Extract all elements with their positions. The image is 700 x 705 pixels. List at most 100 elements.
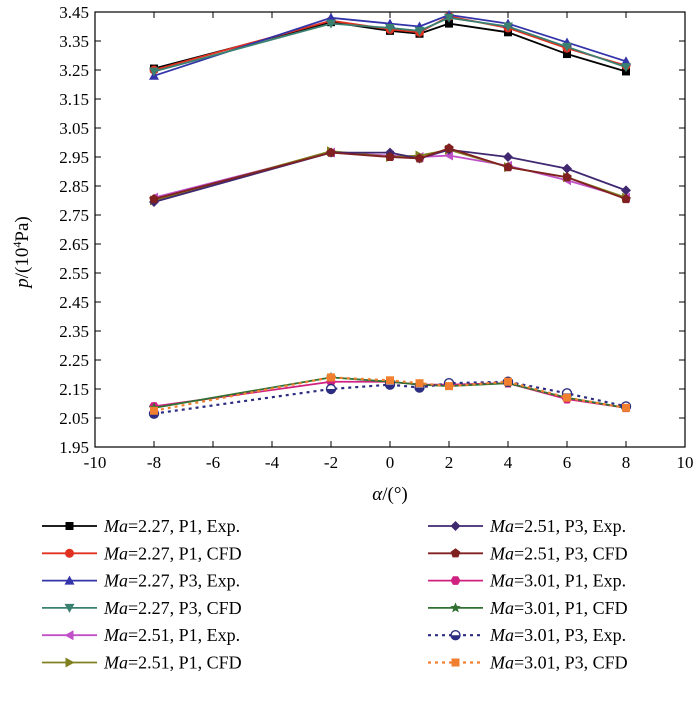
legend-label: Ma=3.01, P3, CFD [489, 653, 628, 673]
data-point [562, 163, 572, 174]
x-tick-label: 8 [622, 453, 631, 472]
series-layer [148, 9, 632, 419]
y-tick-label: 2.35 [59, 322, 89, 341]
series-line [153, 147, 627, 200]
data-point [325, 383, 337, 395]
x-axis-title: α/(°) [372, 484, 408, 505]
y-tick-label: 2.55 [59, 264, 89, 283]
legend-label: Ma=2.27, P3, Exp. [103, 571, 240, 591]
legend-marker [450, 548, 461, 558]
legend-item: Ma=2.51, P1, Exp. [42, 625, 240, 645]
legend-label-ma: Ma [103, 625, 128, 645]
data-point [503, 152, 513, 162]
data-point [415, 379, 424, 388]
legend-label: Ma=2.51, P3, Exp. [489, 516, 626, 536]
legend-label: Ma=2.27, P1, Exp. [103, 516, 240, 536]
legend: Ma=2.27, P1, Exp.Ma=2.27, P1, CFDMa=2.27… [42, 516, 628, 673]
y-tick-label: 2.95 [59, 148, 89, 167]
data-point [504, 377, 512, 386]
x-tick-label: 2 [445, 453, 454, 472]
legend-marker [450, 602, 461, 613]
legend-item: Ma=2.27, P1, CFD [42, 543, 242, 563]
y-axis-title: p/(104Pa) [10, 216, 33, 289]
x-tick-label: -2 [324, 453, 338, 472]
legend-label-rest: =3.01, P1, CFD [514, 598, 628, 618]
legend-item: Ma=3.01, P1, CFD [428, 598, 628, 618]
legend-label-rest: =3.01, P3, Exp. [514, 625, 626, 645]
series-line [153, 380, 627, 415]
y-tick-label: 3.25 [59, 61, 89, 80]
legend-label: Ma=2.27, P3, CFD [103, 598, 242, 618]
legend-label-rest: =2.27, P1, Exp. [128, 516, 240, 536]
legend-item: Ma=3.01, P3, CFD [428, 653, 628, 673]
x-tick-label: -4 [265, 453, 280, 472]
data-point [149, 67, 159, 77]
data-point [414, 26, 425, 36]
legend-label-ma: Ma [489, 598, 514, 618]
data-point [563, 50, 571, 59]
series-line [153, 16, 627, 73]
y-tick-label: 2.65 [59, 235, 89, 254]
marker-fill [415, 387, 424, 393]
legend-item: Ma=2.51, P1, CFD [42, 653, 242, 673]
y-tick-label: 3.35 [59, 32, 89, 51]
data-point [445, 382, 453, 391]
data-point [563, 393, 571, 402]
legend-marker [65, 657, 75, 668]
data-point [621, 63, 631, 73]
legend-label-rest: =2.51, P3, CFD [514, 543, 628, 563]
x-tick-label: -6 [206, 453, 220, 472]
legend-label-rest: =2.27, P3, Exp. [128, 571, 240, 591]
legend-item: Ma=2.27, P3, CFD [42, 598, 242, 618]
legend-label: Ma=3.01, P3, Exp. [489, 625, 626, 645]
legend-label-ma: Ma [103, 516, 128, 536]
legend-marker [64, 603, 75, 613]
y-tick-label: 2.25 [59, 351, 89, 370]
series-12 [150, 373, 630, 415]
legend-label-ma: Ma [489, 625, 514, 645]
x-tick-label: 4 [504, 453, 513, 472]
marker-fill [385, 384, 395, 390]
legend-label-rest: =3.01, P1, Exp. [514, 571, 626, 591]
legend-label-rest: =2.51, P3, Exp. [514, 516, 626, 536]
legend-label-rest: =2.27, P1, CFD [128, 543, 242, 563]
data-point [326, 12, 336, 22]
legend-marker [451, 658, 460, 667]
data-point [503, 22, 513, 32]
legend-marker [65, 548, 74, 558]
data-point [562, 42, 572, 52]
data-point [445, 19, 453, 28]
y-tick-label: 3.45 [59, 3, 89, 22]
legend-item: Ma=3.01, P3, Exp. [428, 625, 626, 645]
legend-label: Ma=3.01, P1, CFD [489, 598, 628, 618]
x-tick-label: 10 [677, 453, 694, 472]
legend-marker [450, 576, 461, 585]
marker-fill [451, 635, 460, 640]
data-point [621, 185, 631, 196]
series-4 [149, 13, 631, 77]
legend-item: Ma=2.51, P3, CFD [428, 543, 628, 563]
legend-label-rest: =2.51, P1, CFD [128, 653, 242, 673]
legend-label-rest: =2.27, P3, CFD [128, 598, 242, 618]
data-point [444, 13, 454, 23]
legend-label: Ma=3.01, P1, Exp. [489, 571, 626, 591]
data-point [622, 403, 630, 412]
y-tick-label: 2.75 [59, 206, 89, 225]
legend-marker [64, 630, 74, 641]
axis-ticks: -10 -8 -6 -4 -2 0 2 4 6 8 10 1.95 2.05 2.15 2.25 2.35 2.… [59, 3, 693, 472]
data-point [386, 376, 394, 385]
marker-fill [326, 389, 336, 394]
x-tick-label: 0 [386, 453, 395, 472]
data-point [327, 373, 335, 382]
data-point [621, 56, 631, 66]
data-point [326, 147, 336, 157]
legend-marker [450, 630, 461, 641]
data-point [562, 172, 572, 182]
y-tick-label: 1.95 [59, 438, 89, 457]
legend-label-ma: Ma [103, 571, 128, 591]
legend-label-ma: Ma [103, 598, 128, 618]
legend-label: Ma=2.51, P1, Exp. [103, 625, 240, 645]
legend-item: Ma=3.01, P1, Exp. [428, 571, 626, 591]
y-tick-label: 2.85 [59, 177, 89, 196]
data-point [503, 162, 513, 172]
